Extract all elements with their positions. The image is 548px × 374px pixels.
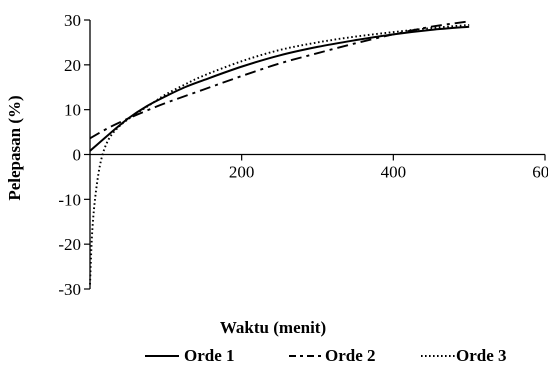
x-axis-title: Waktu (menit) [220,318,326,337]
y-tick-label: -30 [58,280,81,299]
plot-lines [89,20,470,285]
series-line-3 [89,23,470,285]
legend-label-3: Orde 3 [456,346,507,365]
legend-label-2: Orde 2 [325,346,376,365]
x-tick-label: 200 [229,163,255,182]
ticks: 30 20 10 0 -10 -20 -30 200 400 600 [58,11,548,299]
y-tick-label: 0 [73,146,82,165]
y-tick-label: 30 [64,11,81,30]
series-line-1 [89,25,470,152]
legend: Orde 1 Orde 2 Orde 3 [145,346,507,365]
axes [89,20,545,289]
x-tick-label: 600 [532,163,548,182]
y-axis-title: Pelepasan (%) [5,95,24,200]
y-tick-label: -20 [58,235,81,254]
y-tick-label: -10 [58,190,81,209]
y-tick-label: 20 [64,56,81,75]
y-tick-label: 10 [64,101,81,120]
series-line-2 [89,20,470,140]
x-tick-label: 400 [381,163,407,182]
legend-label-1: Orde 1 [184,346,235,365]
